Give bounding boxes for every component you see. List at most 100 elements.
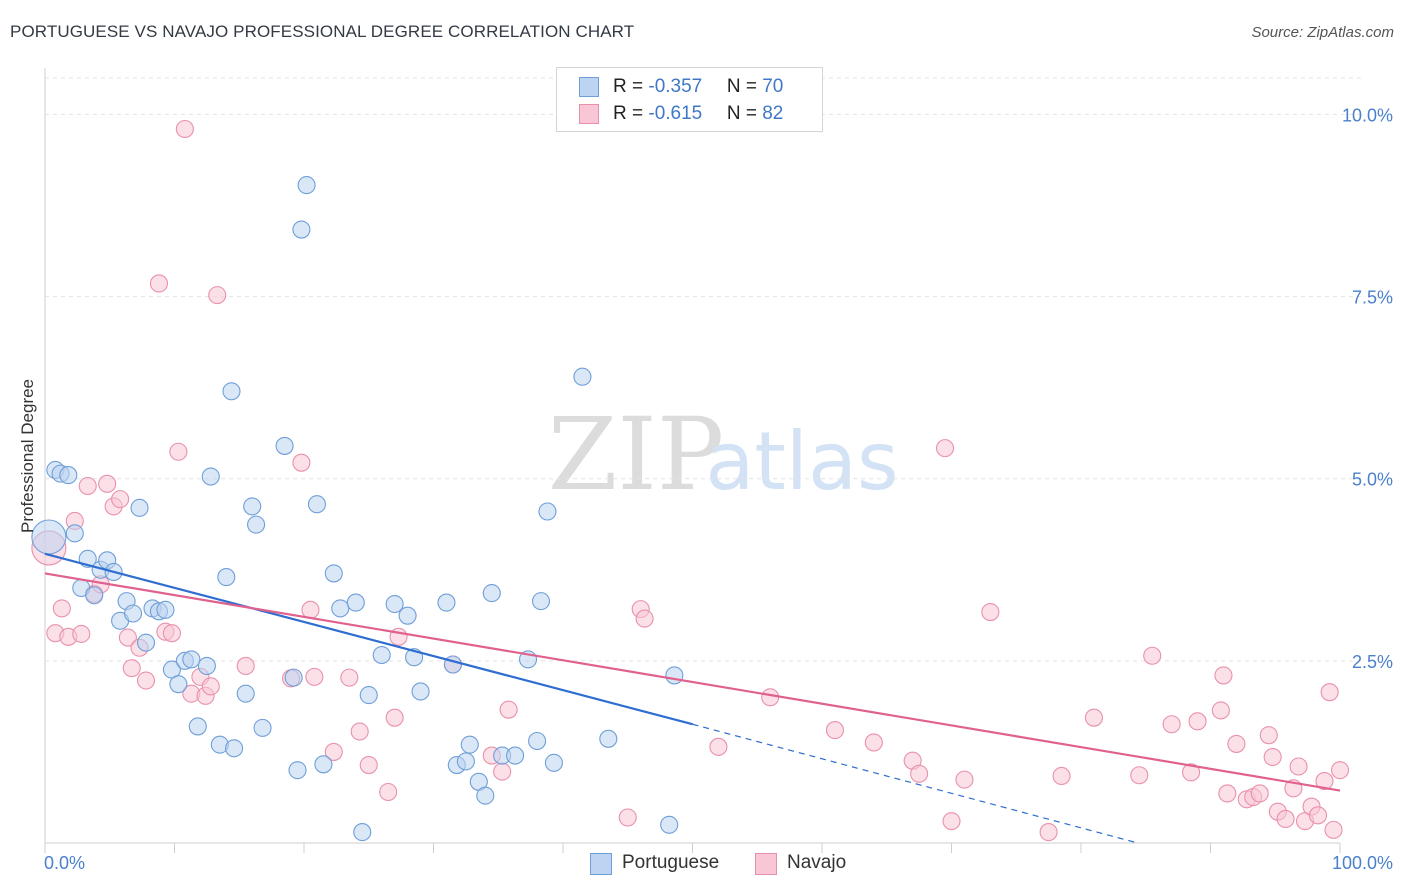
navajo-point xyxy=(1324,820,1343,839)
navajo-point xyxy=(292,453,311,472)
navajo-point xyxy=(72,624,91,643)
navajo-point xyxy=(301,600,320,619)
portuguese-point xyxy=(253,718,272,737)
navajo-point xyxy=(635,609,654,628)
navajo-r-label: R = xyxy=(613,103,649,124)
portuguese-r-value: -0.357 xyxy=(648,76,703,97)
portuguese-point xyxy=(482,584,501,603)
navajo-point xyxy=(955,770,974,789)
navajo-point xyxy=(1052,766,1071,786)
portuguese-point xyxy=(292,220,311,239)
portuguese-point xyxy=(385,594,404,614)
navajo-point xyxy=(1039,823,1058,842)
navajo-point xyxy=(1276,809,1295,829)
navajo-point xyxy=(1214,666,1233,685)
navajo-point xyxy=(1188,712,1207,731)
navajo-point xyxy=(910,764,929,783)
portuguese-point xyxy=(236,684,255,703)
portuguese-point xyxy=(65,524,84,543)
navajo-point xyxy=(1315,772,1334,791)
portuguese-point xyxy=(284,668,303,687)
portuguese-point xyxy=(411,682,430,701)
navajo-point xyxy=(208,286,227,305)
navajo-point xyxy=(98,474,117,493)
portuguese-point xyxy=(59,466,78,485)
chart-title: PORTUGUESE VS NAVAJO PROFESSIONAL DEGREE… xyxy=(10,22,635,41)
watermark-zip: ZIP xyxy=(548,396,724,513)
portuguese-point xyxy=(599,729,618,748)
portuguese-point xyxy=(182,650,201,669)
navajo-n-value: 82 xyxy=(762,103,784,124)
portuguese-point xyxy=(275,436,294,455)
navajo-legend-swatch xyxy=(755,853,777,875)
navajo-point xyxy=(935,439,955,458)
portuguese-point xyxy=(538,502,557,521)
navajo-point xyxy=(52,599,71,618)
portuguese-point xyxy=(222,382,241,401)
navajo-point xyxy=(1320,683,1339,702)
portuguese-point xyxy=(398,606,417,625)
portuguese-legend-swatch xyxy=(590,853,612,875)
portuguese-point xyxy=(169,675,188,694)
portuguese-point xyxy=(130,498,149,517)
navajo-point xyxy=(136,671,156,690)
portuguese-point xyxy=(225,739,244,758)
portuguese-point xyxy=(243,497,262,516)
portuguese-point xyxy=(307,495,327,514)
portuguese-point xyxy=(85,586,104,605)
navajo-point xyxy=(981,602,1000,622)
portuguese-trend-extension xyxy=(692,723,1138,844)
navajo-point xyxy=(1130,766,1149,785)
navajo-point xyxy=(1308,806,1328,825)
navajo-point xyxy=(236,656,255,676)
portuguese-point xyxy=(324,564,343,583)
x-tick-label: 100.0% xyxy=(1332,853,1393,873)
portuguese-n-label: N = xyxy=(726,76,763,97)
portuguese-point xyxy=(331,599,350,618)
navajo-point xyxy=(1289,757,1308,776)
navajo-point xyxy=(1259,726,1278,745)
navajo-point xyxy=(1330,761,1350,780)
portuguese-point xyxy=(528,731,547,751)
navajo-point xyxy=(1263,747,1282,767)
portuguese-trend-line xyxy=(44,552,693,726)
navajo-point xyxy=(324,742,343,761)
navajo-point xyxy=(175,119,194,139)
y-axis-label: Professional Degree xyxy=(18,378,37,534)
navajo-point xyxy=(122,659,141,678)
portuguese-point xyxy=(197,656,216,676)
portuguese-point xyxy=(544,753,563,772)
portuguese-point xyxy=(188,717,207,736)
navajo-point xyxy=(78,476,97,496)
navajo-point xyxy=(864,733,883,752)
portuguese-point xyxy=(314,755,333,774)
portuguese-point xyxy=(346,593,365,612)
portuguese-point xyxy=(156,600,175,619)
portuguese-point xyxy=(247,515,266,534)
navajo-point xyxy=(493,762,512,781)
navajo-point xyxy=(350,722,369,741)
y-tick-label: 2.5% xyxy=(1352,652,1393,672)
navajo-point xyxy=(385,708,404,727)
portuguese-point xyxy=(297,176,316,195)
navajo-point xyxy=(359,755,378,775)
navajo-point xyxy=(111,490,130,509)
navajo-point xyxy=(1250,784,1269,803)
portuguese-point xyxy=(665,666,684,685)
portuguese-point xyxy=(476,786,495,805)
navajo-point xyxy=(340,668,359,687)
portuguese-point xyxy=(353,823,372,842)
navajo-point xyxy=(825,721,845,740)
navajo-point xyxy=(1143,646,1162,665)
navajo-point xyxy=(942,812,961,831)
navajo-point xyxy=(169,442,188,461)
portuguese-point xyxy=(136,633,156,652)
source-label: Source: ZipAtlas.com xyxy=(1251,24,1394,41)
navajo-point xyxy=(761,688,780,707)
navajo-n-label: N = xyxy=(726,103,763,124)
navajo-point xyxy=(1182,763,1201,782)
portuguese-point xyxy=(359,686,378,705)
navajo-r-value: -0.615 xyxy=(648,103,703,124)
navajo-point xyxy=(618,808,637,827)
